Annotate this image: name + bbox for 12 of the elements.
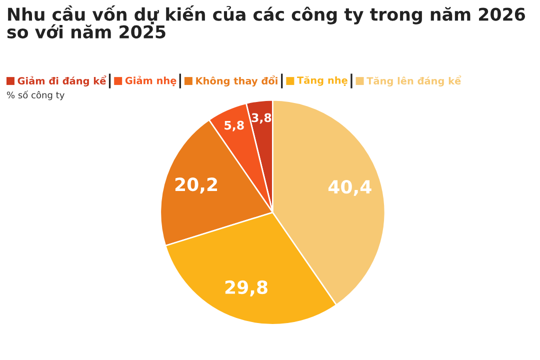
text: % số công ty: [6, 90, 64, 100]
legend-label: Giảm nhẹ: [125, 76, 176, 86]
chart-title: Nhu cầu vốn dự kiến của các công ty trong năm 2026 so với năm 2025: [7, 5, 526, 38]
data-label: 40,4: [328, 180, 372, 196]
data-label: 20,2: [175, 178, 217, 194]
legend-label: Tăng nhẹ: [297, 76, 348, 86]
legend-label: Tăng lên đáng kể: [366, 76, 462, 86]
legend-label: Không thay đổi: [196, 76, 278, 86]
legend-label: Giảm đi đáng kể: [18, 76, 106, 86]
data-label: 5,8: [224, 120, 244, 132]
data-label: 29,8: [225, 280, 268, 296]
data-label: 3,8: [252, 113, 272, 124]
